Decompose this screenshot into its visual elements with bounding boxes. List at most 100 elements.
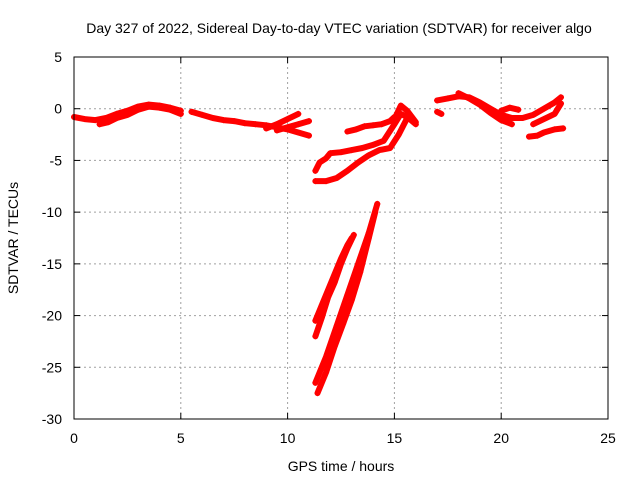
data-point — [455, 90, 462, 97]
data-point — [135, 106, 142, 113]
data-point — [508, 121, 515, 128]
data-point — [314, 390, 321, 397]
data-point — [338, 149, 344, 156]
x-tick-label: 20 — [493, 430, 509, 446]
data-point — [397, 102, 404, 109]
data-point — [558, 100, 565, 107]
data-point — [551, 110, 558, 117]
data-point — [156, 104, 163, 111]
data-point — [323, 178, 330, 185]
axis-ticks: 0 5 10 15 20 25 5 0 -5 -10 -15 -20 -25 -30 — [42, 49, 616, 446]
data-point — [338, 260, 344, 267]
data-point — [92, 117, 99, 124]
data-point — [387, 145, 394, 152]
series-arc-2 — [188, 108, 312, 139]
y-tick-label: -10 — [42, 204, 62, 220]
data-point — [525, 133, 532, 140]
data-point — [344, 291, 351, 298]
data-point — [519, 115, 526, 122]
data-point — [344, 167, 351, 174]
data-point — [365, 229, 372, 236]
data-point — [434, 97, 441, 104]
x-tick-label: 25 — [600, 430, 616, 446]
x-tick-label: 0 — [70, 430, 78, 446]
data-point — [295, 129, 302, 136]
data-point — [340, 320, 347, 327]
data-point — [348, 147, 355, 154]
data-point — [540, 129, 547, 136]
data-point — [252, 121, 259, 128]
data-point — [96, 121, 103, 128]
data-point — [327, 150, 334, 157]
data-point — [312, 167, 319, 174]
data-point — [395, 131, 402, 138]
data-point — [113, 115, 120, 122]
data-point — [273, 121, 280, 128]
data-point — [331, 279, 338, 286]
data-point — [378, 121, 385, 128]
data-point — [476, 101, 483, 108]
x-axis-label: GPS time / hours — [288, 458, 395, 474]
data-point — [387, 118, 394, 125]
data-point — [530, 111, 537, 118]
data-point — [487, 109, 494, 116]
data-point — [361, 123, 368, 130]
data-point — [391, 116, 398, 123]
data-point — [295, 121, 302, 128]
data-point — [323, 369, 330, 376]
data-point — [376, 147, 383, 154]
data-point — [444, 95, 451, 102]
data-point — [498, 117, 505, 124]
data-point — [466, 95, 473, 102]
data-point — [305, 132, 312, 139]
data-point — [370, 141, 377, 148]
data-point — [551, 126, 558, 133]
y-axis-label: SDTVAR / TECUs — [5, 182, 21, 294]
y-tick-label: -20 — [42, 308, 62, 324]
data-point — [318, 314, 325, 321]
data-points — [71, 90, 567, 397]
y-tick-label: -25 — [42, 359, 62, 375]
y-tick-label: 0 — [54, 101, 62, 117]
data-point — [438, 110, 445, 117]
data-point — [295, 110, 302, 117]
series-arc-2b — [263, 110, 302, 132]
data-point — [380, 137, 387, 144]
data-point — [105, 119, 112, 126]
data-point — [506, 104, 513, 111]
x-tick-label: 5 — [177, 430, 185, 446]
data-point — [325, 293, 332, 300]
chart-title: Day 327 of 2022, Sidereal Day-to-day VTE… — [86, 20, 592, 36]
data-point — [350, 231, 357, 238]
data-point — [560, 125, 567, 132]
y-tick-label: -15 — [42, 256, 62, 272]
data-point — [412, 119, 419, 126]
x-tick-label: 10 — [280, 430, 296, 446]
data-point — [359, 145, 366, 152]
data-point — [365, 152, 372, 159]
data-point — [534, 132, 541, 139]
data-point — [333, 322, 340, 329]
series-arc-6 — [391, 102, 419, 126]
data-point — [312, 317, 319, 324]
data-point — [209, 115, 216, 122]
data-point — [348, 297, 355, 304]
data-point — [81, 116, 88, 123]
data-point — [434, 108, 441, 115]
data-point — [323, 155, 330, 162]
y-tick-label: -5 — [50, 152, 63, 168]
data-point — [551, 99, 558, 106]
y-tick-label: -30 — [42, 411, 62, 427]
y-tick-label: 5 — [54, 49, 62, 65]
data-point — [540, 105, 547, 112]
data-point — [391, 121, 398, 128]
data-point — [199, 111, 206, 118]
data-point — [316, 159, 323, 166]
data-point — [145, 103, 152, 110]
data-point — [284, 116, 291, 123]
data-point — [498, 107, 505, 114]
x-tick-label: 15 — [387, 430, 403, 446]
data-point — [558, 94, 565, 101]
data-point — [220, 117, 227, 124]
